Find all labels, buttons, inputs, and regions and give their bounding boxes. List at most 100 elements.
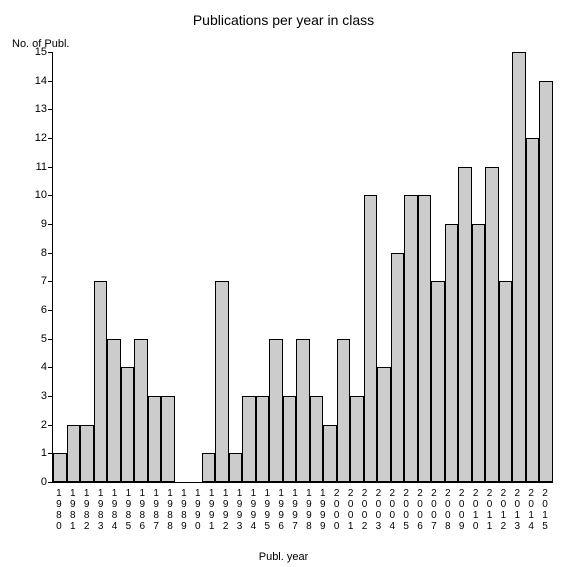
bar [121, 367, 135, 482]
y-tick-label: 5 [21, 333, 47, 345]
x-tick-label: 1985 [121, 488, 135, 532]
bar [148, 396, 162, 482]
x-tick-label: 2002 [358, 488, 372, 532]
bar [472, 224, 486, 482]
bar [445, 224, 459, 482]
bar [107, 339, 121, 482]
y-tick-label: 10 [21, 189, 47, 201]
x-tick-label: 1983 [94, 488, 108, 532]
x-tick-label: 1999 [316, 488, 330, 532]
x-tick-label: 1980 [52, 488, 66, 532]
bar [499, 281, 513, 482]
y-tick-label: 6 [21, 304, 47, 316]
bar [485, 167, 499, 482]
y-tick-mark [48, 281, 53, 282]
x-tick-label: 1981 [66, 488, 80, 532]
bar [215, 281, 229, 482]
x-tick-label: 1982 [80, 488, 94, 532]
x-tick-label: 1991 [205, 488, 219, 532]
x-tick-label: 1994 [246, 488, 260, 532]
x-tick-label: 2010 [469, 488, 483, 532]
x-tick-label: 2012 [496, 488, 510, 532]
bar [296, 339, 310, 482]
y-tick-mark [48, 253, 53, 254]
bar [80, 425, 94, 482]
bar [431, 281, 445, 482]
y-tick-mark [48, 52, 53, 53]
x-tick-label: 2011 [483, 488, 497, 532]
x-tick-label: 2006 [413, 488, 427, 532]
plot-area: 0123456789101112131415 [52, 52, 553, 483]
bar [67, 425, 81, 482]
bar [377, 367, 391, 482]
x-tick-label: 2013 [510, 488, 524, 532]
y-tick-label: 15 [21, 46, 47, 58]
x-tick-label: 2004 [385, 488, 399, 532]
bar [134, 339, 148, 482]
x-tick-label: 2015 [538, 488, 552, 532]
y-tick-label: 8 [21, 247, 47, 259]
y-tick-label: 7 [21, 275, 47, 287]
y-tick-mark [48, 482, 53, 483]
bar [283, 396, 297, 482]
x-tick-label: 1996 [274, 488, 288, 532]
y-tick-mark [48, 224, 53, 225]
x-tick-label: 1998 [302, 488, 316, 532]
x-tick-label: 2005 [399, 488, 413, 532]
x-tick-label: 1995 [260, 488, 274, 532]
x-tick-label: 2014 [524, 488, 538, 532]
x-tick-label: 1984 [108, 488, 122, 532]
y-tick-label: 2 [21, 419, 47, 431]
bar [202, 453, 216, 482]
bar [256, 396, 270, 482]
y-tick-label: 1 [21, 447, 47, 459]
bar [337, 339, 351, 482]
bar [310, 396, 324, 482]
x-tick-label: 2007 [427, 488, 441, 532]
y-tick-label: 9 [21, 218, 47, 230]
x-ticks: 1980198119821983198419851986198719881989… [52, 486, 552, 542]
y-tick-label: 13 [21, 103, 47, 115]
y-tick-mark [48, 138, 53, 139]
x-tick-label: 1990 [191, 488, 205, 532]
y-tick-mark [48, 109, 53, 110]
bar [364, 195, 378, 482]
bar [94, 281, 108, 482]
bar [161, 396, 175, 482]
y-tick-mark [48, 367, 53, 368]
y-tick-mark [48, 310, 53, 311]
y-tick-label: 11 [21, 161, 47, 173]
bar [242, 396, 256, 482]
y-tick-mark [48, 425, 53, 426]
y-tick-mark [48, 396, 53, 397]
bar [269, 339, 283, 482]
y-tick-label: 14 [21, 75, 47, 87]
y-tick-label: 12 [21, 132, 47, 144]
x-tick-label: 1993 [233, 488, 247, 532]
y-tick-label: 3 [21, 390, 47, 402]
bar [391, 253, 405, 482]
bar [350, 396, 364, 482]
y-tick-mark [48, 339, 53, 340]
x-tick-label: 2003 [371, 488, 385, 532]
bar [512, 52, 526, 482]
y-tick-mark [48, 81, 53, 82]
x-tick-label: 2009 [455, 488, 469, 532]
x-tick-label: 2000 [330, 488, 344, 532]
x-axis-label: Publ. year [0, 551, 567, 563]
y-tick-mark [48, 195, 53, 196]
x-tick-label: 1992 [219, 488, 233, 532]
x-tick-label: 1987 [149, 488, 163, 532]
x-tick-label: 2008 [441, 488, 455, 532]
x-tick-label: 1997 [288, 488, 302, 532]
bar [323, 425, 337, 482]
x-tick-label: 1989 [177, 488, 191, 532]
y-tick-label: 4 [21, 361, 47, 373]
bar [418, 195, 432, 482]
x-tick-label: 1986 [135, 488, 149, 532]
bar [458, 167, 472, 482]
chart-title: Publications per year in class [0, 12, 567, 28]
chart-container: Publications per year in class No. of Pu… [0, 0, 567, 567]
y-tick-mark [48, 167, 53, 168]
bar [526, 138, 540, 482]
